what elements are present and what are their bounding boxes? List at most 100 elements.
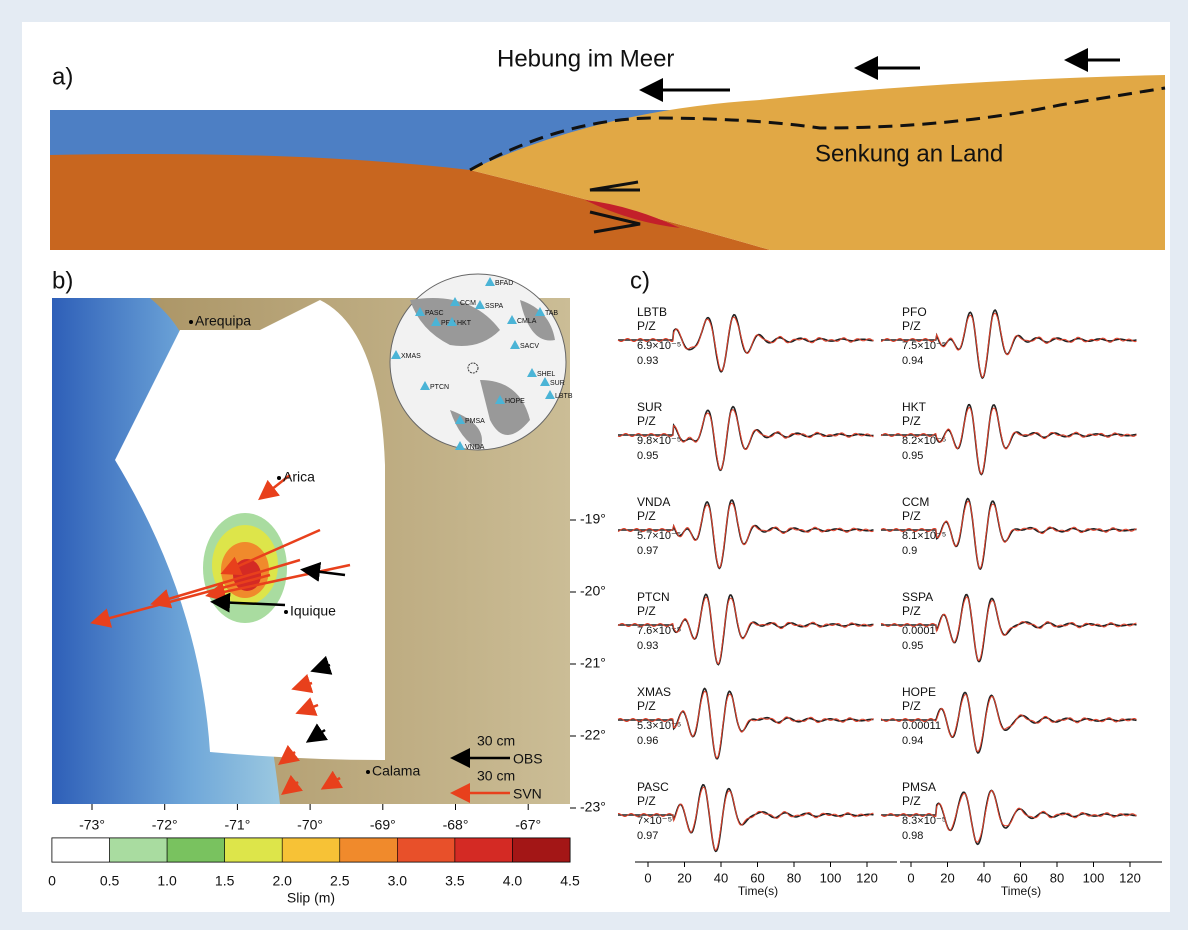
city-label: Arica	[283, 469, 315, 485]
component: P/Z	[902, 319, 921, 333]
colorbar-segment	[512, 838, 570, 862]
station-name: PFO	[902, 305, 927, 319]
annotation: Senkung an Land	[815, 140, 1003, 167]
panel-label: c)	[630, 267, 650, 294]
time-tick-label: 40	[714, 870, 728, 885]
colorbar-segment	[340, 838, 398, 862]
lon-tick-label: -68°	[443, 817, 469, 833]
colorbar-segment	[52, 838, 110, 862]
component: P/Z	[637, 414, 656, 428]
station-name: XMAS	[637, 685, 671, 699]
correlation: 0.97	[637, 830, 658, 842]
component: P/Z	[902, 604, 921, 618]
time-tick-label: 0	[907, 870, 914, 885]
colorbar-tick-label: 2.0	[272, 873, 292, 889]
correlation: 0.95	[637, 450, 658, 462]
figure: a) Hebung im Meer Senkung an Land b) Are…	[0, 0, 1188, 930]
component: P/Z	[637, 794, 656, 808]
component: P/Z	[902, 794, 921, 808]
station-label: BFAD	[495, 280, 513, 287]
station-label: HOPE	[505, 398, 525, 405]
annotation: Hebung im Meer	[497, 45, 674, 72]
scale-label: 30 cm	[477, 733, 515, 749]
station-name: PTCN	[637, 590, 670, 604]
station-label: TAB	[545, 310, 558, 317]
colorbar-tick-label: 3.5	[445, 873, 465, 889]
station-label: CCM	[460, 300, 476, 307]
correlation: 0.9	[902, 545, 917, 557]
station-name: PMSA	[902, 780, 936, 794]
station-label: CMLA	[517, 318, 537, 325]
station-label: SHEL	[537, 371, 555, 378]
time-tick-label: 100	[820, 870, 842, 885]
station-name: SUR	[637, 400, 663, 414]
station-label: XMAS	[401, 353, 421, 360]
colorbar-tick-label: 2.5	[330, 873, 350, 889]
panel-label: a)	[52, 63, 73, 90]
station-name: CCM	[902, 495, 929, 509]
station-label: SSPA	[485, 303, 503, 310]
lat-tick-label: -21°	[580, 655, 606, 671]
station-name: PASC	[637, 780, 669, 794]
lon-tick-label: -73°	[79, 817, 105, 833]
lat-tick-label: -19°	[580, 511, 606, 527]
component: P/Z	[637, 604, 656, 618]
time-tick-label: 120	[1119, 870, 1141, 885]
station-label: HKT	[457, 320, 472, 327]
colorbar-tick-label: 1.5	[215, 873, 235, 889]
time-axis-title: Time(s)	[1001, 884, 1041, 898]
amplitude: 7×10⁻⁵	[637, 815, 672, 827]
panel-label: b)	[52, 267, 73, 294]
time-axis-title: Time(s)	[738, 884, 778, 898]
amplitude: 8.2×10⁻⁵	[902, 435, 946, 447]
colorbar-tick-label: 0	[48, 873, 56, 889]
colorbar-segment	[110, 838, 168, 862]
correlation: 0.94	[902, 735, 923, 747]
time-tick-label: 80	[1050, 870, 1064, 885]
amplitude: 0.0001	[902, 625, 936, 637]
colorbar-tick-label: 4.5	[560, 873, 580, 889]
city-marker	[366, 770, 370, 774]
time-tick-label: 0	[644, 870, 651, 885]
lat-tick-label: -23°	[580, 799, 606, 815]
correlation: 0.98	[902, 830, 923, 842]
station-name: LBTB	[637, 305, 667, 319]
correlation: 0.95	[902, 450, 923, 462]
time-tick-label: 100	[1083, 870, 1105, 885]
station-name: VNDA	[637, 495, 670, 509]
correlation: 0.95	[902, 640, 923, 652]
component: P/Z	[902, 699, 921, 713]
correlation: 0.97	[637, 545, 658, 557]
component: P/Z	[637, 699, 656, 713]
component: P/Z	[902, 509, 921, 523]
station-label: LBTB	[555, 393, 573, 400]
component: P/Z	[637, 509, 656, 523]
station-name: HOPE	[902, 685, 936, 699]
correlation: 0.93	[637, 355, 658, 367]
scale-label: SVN	[513, 786, 542, 802]
amplitude: 0.00011	[902, 720, 941, 732]
colorbar-segment	[282, 838, 340, 862]
colorbar-segment	[397, 838, 455, 862]
station-label: PMSA	[465, 418, 485, 425]
correlation: 0.96	[637, 735, 658, 747]
time-tick-label: 40	[977, 870, 991, 885]
colorbar-segment	[455, 838, 513, 862]
lon-tick-label: -71°	[224, 817, 250, 833]
component: P/Z	[902, 414, 921, 428]
lon-tick-label: -70°	[297, 817, 323, 833]
station-name: HKT	[902, 400, 927, 414]
city-label: Arequipa	[195, 313, 251, 329]
lon-tick-label: -67°	[515, 817, 541, 833]
lon-tick-label: -72°	[152, 817, 178, 833]
amplitude: 5.3×10⁻⁵	[637, 720, 681, 732]
colorbar-segment	[225, 838, 283, 862]
scale-label: OBS	[513, 751, 543, 767]
lat-tick-label: -22°	[580, 727, 606, 743]
correlation: 0.93	[637, 640, 658, 652]
component: P/Z	[637, 319, 656, 333]
station-label: VNDA	[465, 444, 485, 451]
colorbar-segment	[167, 838, 225, 862]
time-tick-label: 120	[856, 870, 878, 885]
colorbar-tick-label: 4.0	[503, 873, 523, 889]
